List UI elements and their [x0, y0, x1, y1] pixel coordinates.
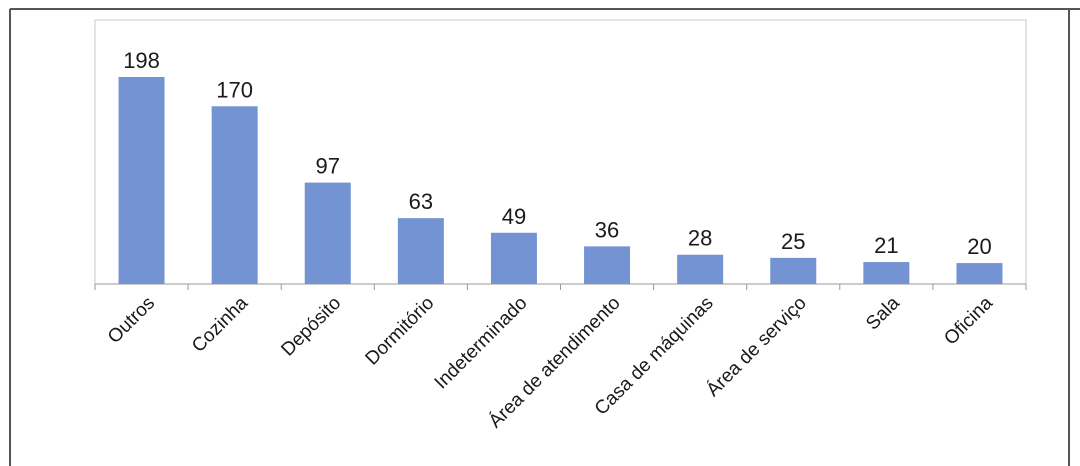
data-label: 25: [781, 229, 805, 254]
category-label: Outros: [104, 293, 159, 348]
x-axis-ticks: [94, 284, 1027, 290]
category-label: Dormitório: [362, 293, 439, 370]
category-label: Área de serviço: [703, 293, 811, 401]
data-label: 49: [502, 204, 526, 229]
data-label: 63: [409, 189, 433, 214]
bar: [490, 232, 537, 284]
bar: [770, 257, 817, 284]
data-label: 20: [967, 234, 991, 259]
bar: [863, 262, 910, 284]
bar: [584, 246, 631, 284]
bar: [956, 263, 1003, 284]
category-label: Oficina: [940, 292, 997, 349]
category-labels: Outros Cozinha Depósito DormitórioIndetermi…: [104, 292, 997, 432]
data-label: 97: [316, 154, 340, 179]
data-label: 28: [688, 226, 712, 251]
bar: [211, 106, 258, 284]
data-label: 36: [595, 217, 619, 242]
data-labels: 198 170 97 63 49 36 28 25 21 20: [123, 48, 992, 259]
category-label: Indeterminado: [431, 293, 532, 394]
category-label: Cozinha: [188, 292, 252, 356]
data-label: 21: [874, 233, 898, 258]
bars: [118, 77, 1003, 284]
category-label: Depósito: [277, 293, 345, 361]
bar: [397, 218, 444, 284]
data-label: 198: [123, 48, 160, 73]
category-label: Sala: [862, 292, 904, 334]
data-label: 170: [216, 77, 253, 102]
bar: [118, 77, 165, 284]
bar: [677, 254, 724, 284]
bar: [304, 182, 351, 284]
